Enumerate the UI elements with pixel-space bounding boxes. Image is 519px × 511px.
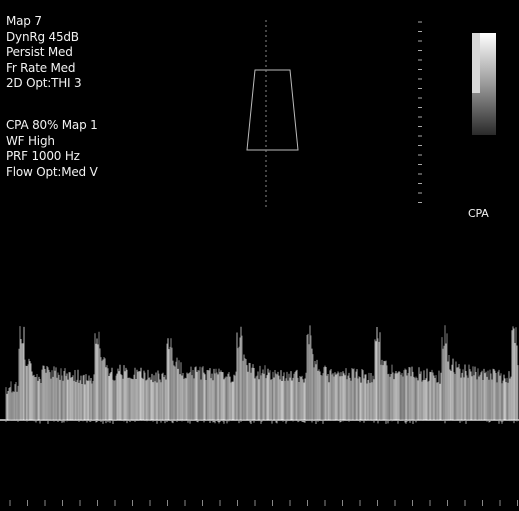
setting-text: WF High xyxy=(6,133,55,148)
color-bar-label: CPA xyxy=(468,207,489,220)
setting-text: DynRg 45dB xyxy=(6,29,79,44)
scale-ticks xyxy=(9,21,518,506)
color-bar-band xyxy=(472,33,480,93)
spectral-trace xyxy=(5,325,519,424)
setting-text: PRF 1000 Hz xyxy=(6,149,80,163)
setting-text: 2D Opt:THI 3 xyxy=(6,76,82,90)
setting-text: Fr Rate Med xyxy=(6,60,76,75)
setting-text: Map 7 xyxy=(6,14,42,28)
setting-text: CPA 80% Map 1 xyxy=(6,118,98,132)
sample-box xyxy=(246,69,299,151)
setting-text: Flow Opt:Med V xyxy=(6,164,98,179)
setting-text: Persist Med xyxy=(6,45,73,59)
